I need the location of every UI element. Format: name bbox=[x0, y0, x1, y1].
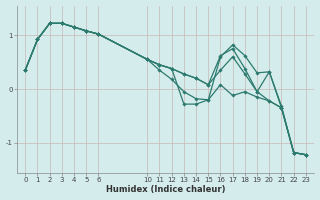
X-axis label: Humidex (Indice chaleur): Humidex (Indice chaleur) bbox=[106, 185, 225, 194]
